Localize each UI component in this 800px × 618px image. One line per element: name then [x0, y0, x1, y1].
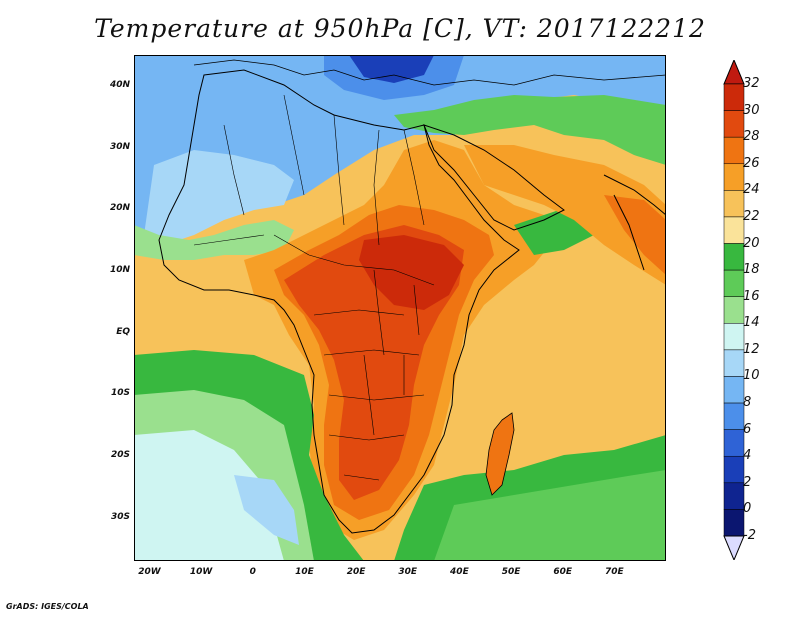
sahara-cool: [144, 150, 294, 245]
colorbar-top-arrow: [723, 60, 745, 85]
colorbar-label: 32: [743, 76, 760, 91]
lat-tick-label: 10N: [109, 264, 130, 275]
colorbar-swatch: [723, 402, 745, 430]
colorbar-swatch: [723, 429, 745, 457]
colorbar-swatch: [723, 482, 745, 510]
lat-tick-label: 40N: [109, 79, 130, 90]
colorbar-swatch: [723, 269, 745, 297]
atlantic-south-cyan: [134, 430, 284, 561]
colorbar-label: 14: [743, 315, 760, 331]
lon-tick-label: 60E: [553, 567, 573, 577]
india-coastline: [603, 174, 666, 271]
arabia-warm: [464, 145, 666, 285]
madagascar: [485, 412, 515, 496]
colorbar-label: 20: [743, 235, 760, 251]
mideast-green: [394, 95, 666, 165]
lat-tick-label: 20N: [109, 203, 130, 214]
colorbar-label: 4: [743, 448, 752, 464]
colorbar-bottom-arrow: [723, 535, 745, 560]
colorbar-swatch: [723, 163, 745, 191]
map-plot: [134, 55, 666, 561]
lon-tick-label: 50E: [501, 567, 521, 577]
colorbar-label: 0: [743, 501, 752, 517]
colorbar-label: 2: [743, 474, 752, 490]
lat-tick-label: 10S: [110, 388, 130, 399]
colorbar-swatch: [723, 323, 745, 351]
colorbar-label: 24: [743, 182, 760, 198]
map-title: Temperature at 950hPa [C], VT: 201712221…: [94, 14, 706, 43]
colorbar-label: 16: [743, 288, 760, 304]
india-warm: [604, 195, 666, 275]
colorbar-label: 30: [743, 102, 760, 118]
colorbar-label: 12: [743, 341, 760, 357]
colorbar: [723, 60, 745, 560]
lon-tick-label: 20E: [346, 567, 366, 577]
colorbar-label: 10: [743, 368, 760, 384]
colorbar-label: 26: [743, 155, 760, 171]
sahel-core: [359, 235, 464, 310]
europe-coastline: [193, 59, 666, 86]
lat-tick-label: 30S: [110, 511, 130, 522]
lat-tick-label: 30N: [109, 141, 130, 152]
colorbar-label: 18: [743, 262, 760, 278]
colorbar-swatch: [723, 509, 745, 537]
colorbar-swatch: [723, 216, 745, 244]
country-borders: [193, 94, 435, 481]
colorbar-swatch: [723, 349, 745, 377]
map-frame: [134, 55, 666, 561]
colorbar-swatch: [723, 243, 745, 271]
lon-tick-label: 20W: [138, 567, 161, 577]
colorbar-swatch: [723, 83, 745, 111]
lon-tick-label: 40E: [450, 567, 469, 577]
west-coast-green: [134, 220, 294, 260]
colorbar-label: 8: [743, 395, 752, 411]
lon-tick-label: 10W: [189, 567, 213, 577]
lat-tick-label: 20S: [110, 450, 130, 461]
africa-coastline: [158, 69, 520, 534]
lon-tick-label: 70E: [605, 567, 624, 577]
lat-tick-label: EQ: [116, 326, 130, 337]
colorbar-label: 28: [743, 129, 760, 145]
colorbar-swatch: [723, 136, 745, 165]
colorbar-swatch: [723, 376, 745, 404]
indian-south-lightgreen: [434, 470, 666, 561]
colorbar-swatch: [723, 455, 745, 484]
arabia-coastline: [423, 124, 565, 231]
atlantic-south-blue: [234, 475, 299, 545]
lon-tick-label: 10E: [295, 567, 314, 577]
colorbar-label: 22: [743, 208, 760, 224]
footer-credit: GrADS: IGES/COLA: [6, 602, 89, 611]
colorbar-swatch: [723, 110, 745, 138]
colorbar-swatch: [723, 296, 745, 324]
lon-tick-label: 0: [249, 567, 256, 577]
north-navy: [349, 55, 434, 83]
colorbar-swatch: [723, 190, 745, 218]
lon-tick-label: 30E: [398, 567, 418, 577]
colorbar-label: -2: [743, 528, 756, 543]
colorbar-label: 6: [743, 421, 752, 437]
